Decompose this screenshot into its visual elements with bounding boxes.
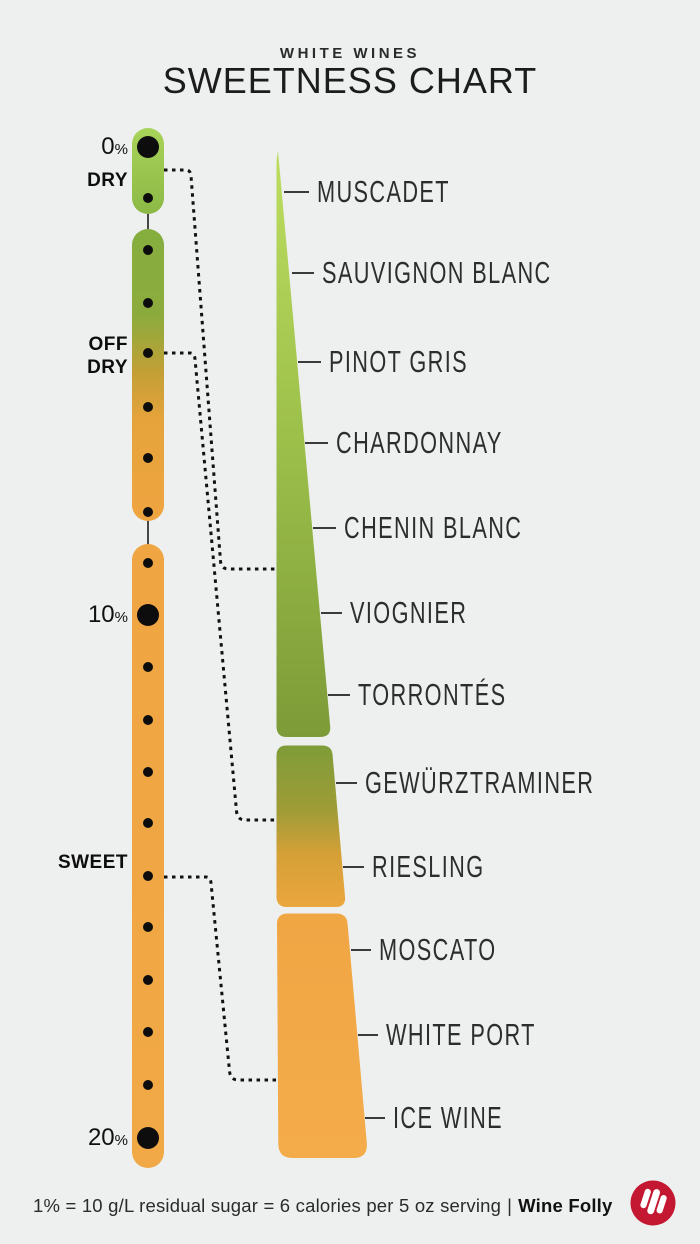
wedge-sweet-segment <box>276 913 367 1158</box>
chart-kicker: WHITE WINES <box>279 45 421 62</box>
wine-label-gewurztraminer: GEWÜRZTRAMINER <box>365 765 595 800</box>
scale-dots <box>137 136 159 1149</box>
axis-label-20pct: 20% <box>87 1124 128 1151</box>
wine-label-riesling: RIESLING <box>372 849 485 884</box>
brand-name: Wine Folly <box>518 1195 613 1216</box>
wedge-dry-segment <box>276 151 331 737</box>
zone-label-off-dry: OFF DRY <box>87 334 128 378</box>
wine-label-moscato: MOSCATO <box>379 932 497 967</box>
wine-folly-logo-icon <box>630 1180 676 1226</box>
axis-label-0pct: 0% <box>101 133 128 160</box>
wine-label-pinot-gris: PINOT GRIS <box>329 344 469 379</box>
wine-label-chardonnay: CHARDONNAY <box>336 425 503 460</box>
wine-label-chenin-blanc: CHENIN BLANC <box>344 510 523 545</box>
sweetness-scale-bar <box>132 128 164 1168</box>
wine-label-sauvignon-blanc: SAUVIGNON BLANC <box>322 255 552 290</box>
axis-label-10pct: 10% <box>87 601 128 628</box>
zone-label-sweet: SWEET <box>57 852 128 873</box>
page-title: SWEETNESS CHART <box>162 60 538 101</box>
sweetness-wedge <box>276 151 367 1158</box>
wine-label-torrontes: TORRONTÉS <box>358 677 507 712</box>
footer-separator: | <box>507 1195 513 1216</box>
wine-label-ice-wine: ICE WINE <box>393 1100 504 1135</box>
wine-label-muscadet: MUSCADET <box>317 174 450 209</box>
footer-note: 1% = 10 g/L residual sugar = 6 calories … <box>33 1195 613 1216</box>
wedge-offdry-segment <box>276 745 346 907</box>
zone-guide-lines <box>164 168 288 1082</box>
wine-label-white-port: WHITE PORT <box>386 1017 536 1052</box>
wine-label-viognier: VIOGNIER <box>350 595 468 630</box>
zone-label-dry: DRY <box>87 170 128 191</box>
wine-tick-marks <box>284 191 385 1119</box>
